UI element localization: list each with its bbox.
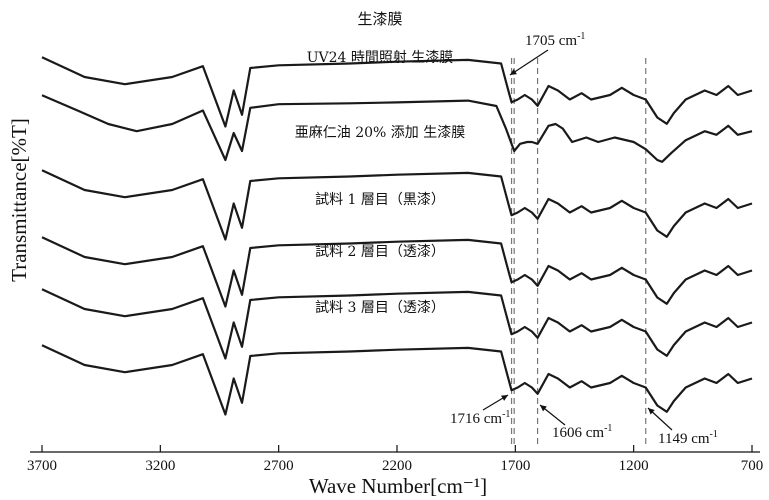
spectrum-line — [41, 169, 753, 241]
annotation-arrow — [509, 49, 549, 76]
series-label: 試料 2 層目（透漆） — [315, 244, 445, 260]
annotation-arrowhead — [540, 405, 547, 412]
x-tick-label: 1700 — [500, 458, 530, 474]
series-label: 亜麻仁油 20% 添加 生漆膜 — [295, 125, 465, 141]
spectrum-line — [41, 56, 753, 128]
annotation-arrowhead — [648, 408, 655, 415]
series-label: 試料 1 層目（黒漆） — [315, 192, 445, 208]
x-tick-label: 2200 — [382, 458, 412, 474]
reference-guides — [510, 58, 647, 448]
series-label: 生漆膜 — [357, 10, 402, 28]
x-tick-label: 2700 — [264, 458, 294, 474]
annotation-sup: -1 — [577, 31, 585, 42]
x-tick-label: 1200 — [619, 458, 649, 474]
spectrum-line — [41, 288, 753, 360]
peak-annotation: 1705 cm-1 — [525, 31, 585, 49]
x-tick-label: 700 — [741, 458, 764, 474]
spectra-group — [41, 56, 753, 416]
spectrum-line — [41, 236, 753, 308]
x-tick-label: 3700 — [27, 458, 57, 474]
series-label: 試料 3 層目（透漆） — [315, 300, 445, 316]
spectrum-line — [41, 344, 753, 416]
peak-annotation: 1149 cm-1 — [658, 429, 718, 447]
annotation-sup: -1 — [502, 409, 510, 420]
x-axis-title: Wave Number[cm⁻¹] — [309, 474, 487, 498]
peak-annotations: 1705 cm-1 1716 cm-1 1606 cm-1 1149 cm-1 — [450, 31, 718, 447]
x-tick-label: 3200 — [145, 458, 175, 474]
y-axis-title: Transmittance[%T] — [7, 118, 31, 282]
annotation-arrowhead — [501, 395, 508, 401]
peak-annotation: 1606 cm-1 — [552, 423, 612, 441]
annotation-arrowhead — [510, 68, 517, 75]
peak-annotation: 1716 cm-1 — [450, 409, 510, 427]
series-label: UV24 時間照射 生漆膜 — [307, 50, 454, 66]
annotation-sup: -1 — [604, 423, 612, 434]
x-tick-group: 3700 3200 2700 2200 1700 1200 700 — [27, 445, 763, 474]
annotation-sup: -1 — [710, 429, 718, 440]
spectrum-line — [41, 94, 753, 163]
